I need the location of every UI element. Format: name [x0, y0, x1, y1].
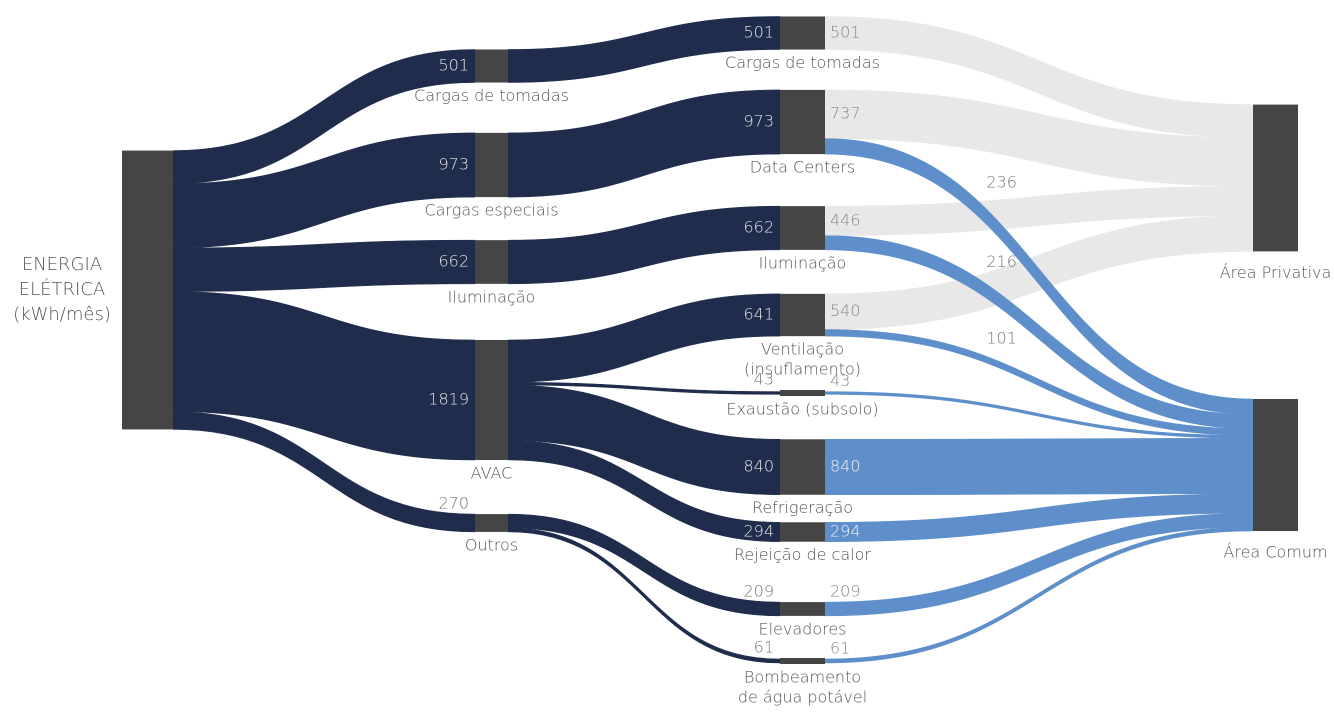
node — [122, 150, 173, 430]
node-label: (kWh/mês) — [13, 304, 111, 325]
node-value-label: 501 — [438, 56, 469, 75]
node-label: Iluminação — [448, 287, 536, 306]
node — [780, 602, 825, 616]
node — [780, 206, 825, 250]
node-value-label: 1819 — [428, 390, 469, 409]
node-label: (insuflamento) — [744, 360, 861, 379]
node-label: Exaustão (subsolo) — [726, 400, 878, 419]
node-label: Bombeamento — [744, 668, 861, 687]
node-label: Data Centers — [750, 158, 855, 177]
node-value-label: 840 — [743, 457, 774, 476]
node-label: Cargas especiais — [424, 201, 558, 220]
link — [172, 239, 476, 292]
node-label: AVAC — [471, 464, 513, 483]
node-label: de água potável — [738, 688, 867, 707]
node — [475, 240, 508, 284]
link — [507, 293, 781, 383]
node-value-label: 641 — [743, 305, 774, 324]
link-value-label: 501 — [830, 23, 861, 42]
node-label: ELÉTRICA — [19, 278, 105, 300]
link — [507, 89, 781, 198]
node — [780, 658, 825, 664]
node-label: Refrigeração — [752, 498, 853, 517]
link — [824, 526, 1254, 664]
node — [780, 439, 825, 495]
link — [507, 440, 781, 542]
link-value-label: 840 — [830, 457, 861, 476]
node-value-label: 973 — [743, 112, 774, 131]
node — [780, 390, 825, 396]
node — [780, 522, 825, 542]
link-value-label: 216 — [986, 252, 1017, 271]
link-value-label: 446 — [830, 210, 861, 229]
link-value-label: 43 — [830, 371, 850, 390]
node — [780, 89, 825, 155]
labels: 501 737 446 540 236 216 101 43 840 294 209 61 ENERGI… — [13, 23, 1331, 707]
link — [172, 291, 476, 461]
link-value-label: 209 — [830, 582, 861, 601]
node-label: Outros — [465, 535, 518, 554]
node-value-label: 973 — [438, 155, 469, 174]
node — [1253, 399, 1298, 531]
link-value-label: 540 — [830, 301, 861, 320]
node-value-label: 662 — [743, 218, 774, 237]
links — [172, 16, 1254, 664]
node-value-label: 209 — [743, 582, 774, 601]
node — [475, 339, 508, 461]
node-label: Elevadores — [758, 619, 846, 638]
node-value-label: 294 — [743, 522, 774, 541]
node-value-label: 61 — [754, 638, 774, 657]
link-value-label: 61 — [830, 638, 850, 657]
link — [507, 16, 781, 83]
node — [780, 16, 825, 50]
node-label: Área Comum — [1223, 543, 1327, 562]
node-value-label: 270 — [438, 494, 469, 513]
node — [475, 132, 508, 198]
link — [824, 438, 1254, 495]
node — [475, 514, 508, 532]
node-value-label: 501 — [743, 23, 774, 42]
node-label: Cargas de tomadas — [414, 86, 569, 105]
link-value-label: 294 — [830, 522, 861, 541]
node — [475, 49, 508, 83]
node-label: Ventilação — [761, 340, 844, 359]
node — [780, 293, 825, 337]
node-label: ENERGIA — [22, 254, 102, 275]
link-value-label: 236 — [986, 172, 1017, 191]
node-label: Rejeição de calor — [734, 545, 871, 564]
node-label: Cargas de tomadas — [725, 53, 880, 72]
link-value-label: 737 — [830, 104, 861, 123]
node-label: Área Privativa — [1220, 263, 1332, 282]
node — [1253, 104, 1298, 252]
node-label: Iluminação — [759, 253, 847, 272]
node-value-label: 43 — [754, 370, 774, 389]
link-value-label: 101 — [986, 328, 1017, 347]
node-value-label: 662 — [438, 252, 469, 271]
nodes — [122, 16, 1298, 664]
